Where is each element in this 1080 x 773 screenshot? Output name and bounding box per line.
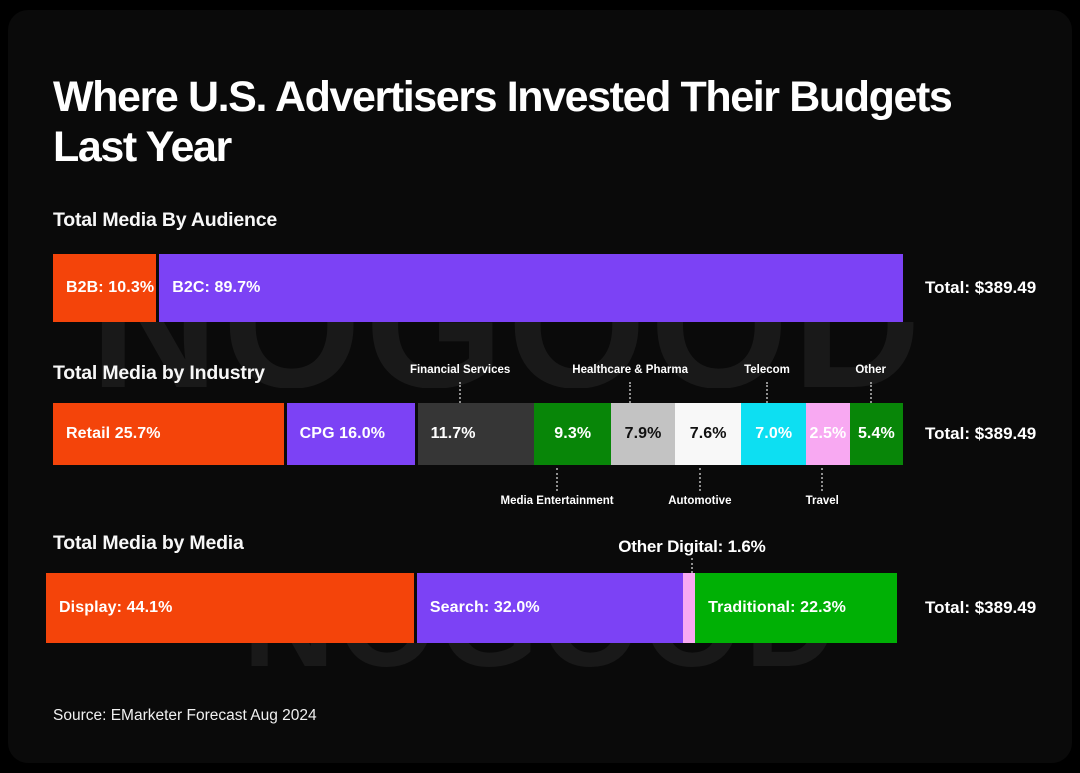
segment-label-traditional: Traditional: 22.3% — [708, 599, 846, 616]
stacked-bar-audience: B2B: 10.3% B2C: 89.7% — [53, 254, 903, 322]
bar-segment-other: 5.4% — [849, 403, 903, 465]
segment-label-b2b: B2B: 10.3% — [66, 279, 155, 296]
segment-label-media-entertainment: 9.3% — [554, 425, 592, 442]
segment-label-search: Search: 32.0% — [429, 599, 540, 616]
bar-segment-financial-services: 11.7% — [417, 403, 535, 465]
source-note: Source: EMarketer Forecast Aug 2024 — [53, 707, 317, 724]
nogood-watermark-upper: NOGOOD — [90, 322, 914, 388]
total-label-media: Total: $389.49 — [925, 598, 1037, 617]
bar-segment-cpg: CPG 16.0% — [286, 403, 415, 465]
segment-label-retail: Retail 25.7% — [66, 425, 161, 442]
watermark-text: NOGOOD — [243, 643, 835, 668]
bar-segment-b2b: B2B: 10.3% — [53, 254, 157, 322]
segment-label-travel: 2.5% — [809, 425, 847, 442]
bar-segment-b2c: B2C: 89.7% — [159, 254, 903, 322]
segment-label-b2c: B2C: 89.7% — [172, 279, 261, 296]
chart-heading-industry: Total Media by Industry — [53, 362, 265, 384]
bar-segment-traditional: Traditional: 22.3% — [695, 573, 897, 643]
nogood-watermark-lower: NOGOOD — [243, 643, 835, 668]
bar-segment-retail: Retail 25.7% — [53, 403, 284, 465]
watermark-text: NOGOOD — [90, 322, 914, 388]
bar-segment-media-entertainment: 9.3% — [534, 403, 612, 465]
bar-segment-display: Display: 44.1% — [46, 573, 414, 643]
chart-heading-media: Total Media by Media — [53, 532, 244, 554]
page-title: Where U.S. Advertisers Invested Their Bu… — [53, 72, 953, 171]
stacked-bar-media: Display: 44.1% Search: 32.0% Traditional: … — [46, 573, 897, 643]
bar-segment-other-digital — [682, 573, 696, 643]
segment-label-financial-services: 11.7% — [430, 425, 476, 442]
stacked-bar-industry: Retail 25.7% CPG 16.0% 11.7% 9.3% 7.9% 7.6% 7.… — [53, 403, 903, 465]
segment-label-other: 5.4% — [857, 425, 895, 442]
segment-label-display: Display: 44.1% — [59, 599, 173, 616]
segment-label-healthcare-pharma: 7.9% — [624, 425, 662, 442]
segment-label-telecom: 7.0% — [755, 425, 793, 442]
bar-segment-travel: 2.5% — [806, 403, 850, 465]
bar-segment-automotive: 7.6% — [674, 403, 742, 465]
bar-segment-search: Search: 32.0% — [416, 573, 683, 643]
segment-label-cpg: CPG 16.0% — [299, 425, 386, 442]
total-label-industry: Total: $389.49 — [925, 424, 1037, 443]
chart-heading-audience: Total Media By Audience — [53, 209, 278, 231]
total-label-audience: Total: $389.49 — [925, 278, 1037, 297]
bar-segment-healthcare-pharma: 7.9% — [611, 403, 675, 465]
bar-segment-telecom: 7.0% — [741, 403, 807, 465]
segment-label-automotive: 7.6% — [689, 425, 727, 442]
